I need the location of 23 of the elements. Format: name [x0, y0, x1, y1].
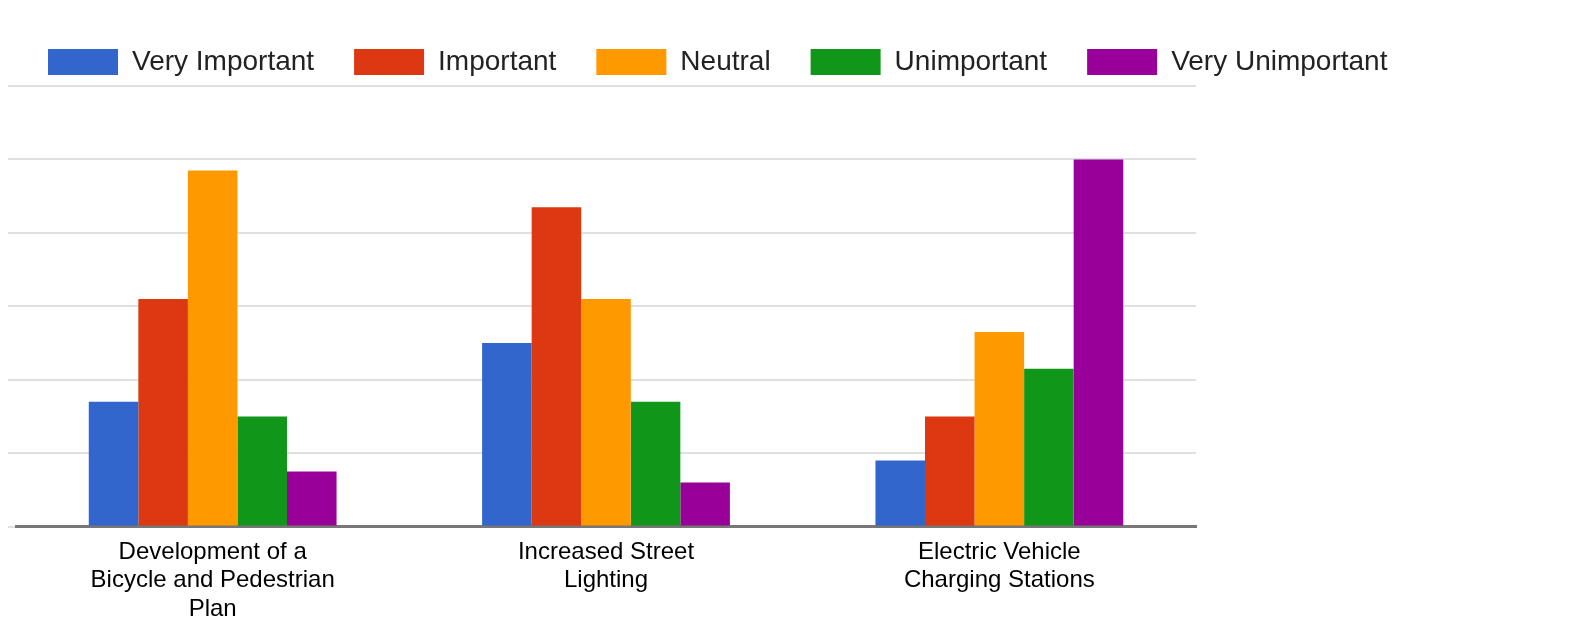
bar	[1073, 159, 1124, 526]
legend-label: Very Important	[132, 44, 315, 76]
bar	[875, 460, 925, 526]
x-tick-label: Electric Vehicle Charging Stations	[903, 536, 1095, 593]
legend-label: Neutral	[680, 44, 771, 76]
x-tick-label: Development of a Bicycle and Pedestrian Plan	[90, 536, 335, 622]
bar	[482, 343, 532, 526]
bar	[237, 416, 288, 526]
bar	[974, 332, 1025, 526]
legend-label: Very Unimportant	[1171, 44, 1388, 76]
x-tick-label: Increased Street Lighting	[517, 536, 695, 593]
bar	[581, 298, 631, 526]
bar	[287, 471, 337, 526]
bar	[1024, 368, 1074, 526]
bar	[531, 207, 582, 526]
legend-label: Important	[438, 44, 557, 76]
bar	[88, 401, 139, 526]
bar	[924, 416, 975, 526]
legend-label: Unimportant	[894, 44, 1048, 76]
bar	[630, 401, 681, 526]
bar	[680, 482, 730, 526]
bar	[138, 298, 188, 526]
bar	[187, 170, 238, 526]
